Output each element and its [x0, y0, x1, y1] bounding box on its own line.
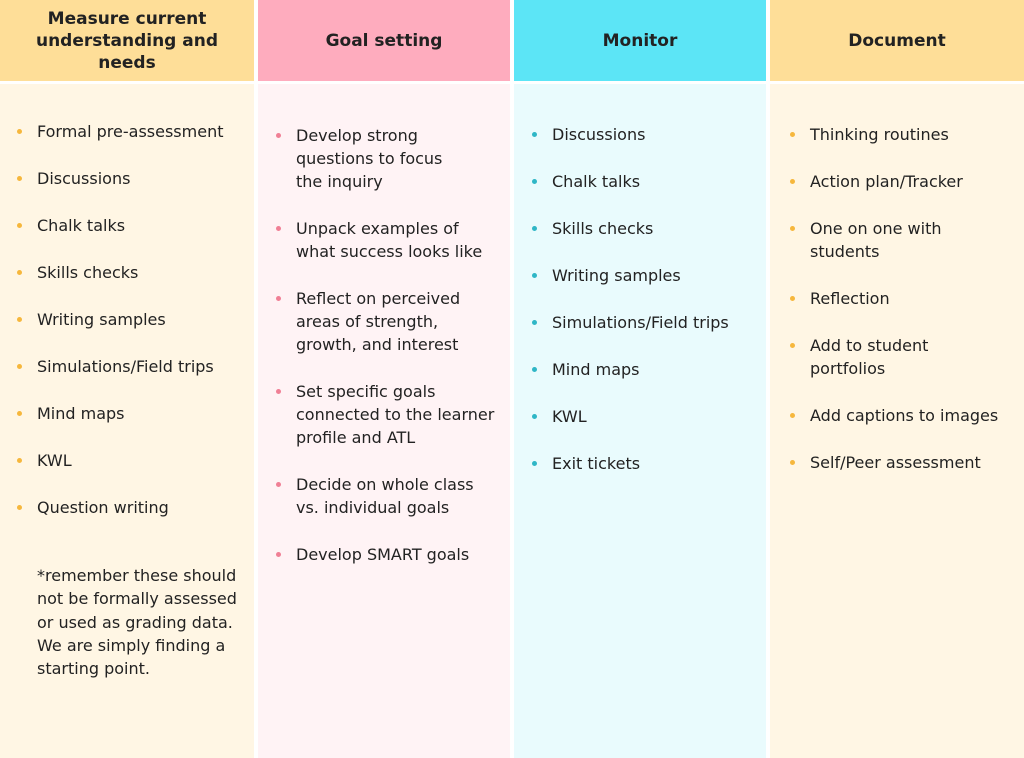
item-list: Discussions Chalk talks Skills checks Wr…	[530, 123, 766, 475]
bullet-icon	[17, 317, 22, 322]
column-monitor: Monitor Discussions Chalk talks Skills c…	[514, 0, 766, 758]
column-title: Monitor	[602, 30, 678, 51]
footnote: *remember these should not be formally a…	[37, 566, 237, 679]
list-item: Reflection	[788, 287, 1024, 310]
bullet-icon	[532, 367, 537, 372]
bullet-icon	[17, 364, 22, 369]
item-list: Develop strong questions to focus the in…	[274, 124, 504, 566]
list-item: One on one with students	[788, 217, 970, 263]
list-item: Decide on whole class vs. individual goa…	[274, 473, 496, 519]
bullet-icon	[532, 461, 537, 466]
column-document: Document Thinking routines Action plan/T…	[770, 0, 1024, 758]
list-item: Discussions	[15, 167, 254, 190]
column-title: Document	[848, 30, 946, 51]
bullet-icon	[790, 460, 795, 465]
list-item: Simulations/Field trips	[15, 355, 254, 378]
list-item: Question writing	[15, 496, 254, 519]
item-list: Thinking routines Action plan/Tracker On…	[788, 123, 1024, 474]
list-item: Writing samples	[530, 264, 766, 287]
column-title: Goal setting	[325, 30, 443, 51]
list-item: Thinking routines	[788, 123, 1024, 146]
list-item: Develop strong questions to focus the in…	[274, 124, 456, 193]
bullet-icon	[17, 458, 22, 463]
column-header: Monitor	[514, 0, 766, 81]
list-item: Simulations/Field trips	[530, 311, 766, 334]
bullet-icon	[276, 133, 281, 138]
list-item: Unpack examples of what success looks li…	[274, 217, 502, 263]
list-item: KWL	[15, 449, 254, 472]
bullet-icon	[17, 270, 22, 275]
list-item: Skills checks	[15, 261, 254, 284]
list-item: Formal pre-assessment	[15, 120, 254, 143]
bullet-icon	[276, 482, 281, 487]
column-body: Develop strong questions to focus the in…	[258, 84, 510, 758]
bullet-icon	[790, 226, 795, 231]
column-header: Goal setting	[258, 0, 510, 81]
bullet-icon	[276, 226, 281, 231]
list-item: Develop SMART goals	[274, 543, 506, 566]
column-measure: Measure current understanding and needs …	[0, 0, 254, 758]
bullet-icon	[790, 296, 795, 301]
list-item: Chalk talks	[530, 170, 766, 193]
bullet-icon	[790, 413, 795, 418]
item-list: Formal pre-assessment Discussions Chalk …	[15, 120, 254, 519]
bullet-icon	[532, 226, 537, 231]
bullet-icon	[532, 273, 537, 278]
column-body: Formal pre-assessment Discussions Chalk …	[0, 84, 254, 758]
bullet-icon	[532, 179, 537, 184]
list-item: Set specific goals connected to the lear…	[274, 380, 506, 449]
bullet-icon	[17, 223, 22, 228]
bullet-icon	[790, 179, 795, 184]
bullet-icon	[276, 552, 281, 557]
column-header: Document	[770, 0, 1024, 81]
bullet-icon	[17, 176, 22, 181]
list-item: Add captions to images	[788, 404, 1024, 427]
bullet-icon	[790, 343, 795, 348]
list-item: Discussions	[530, 123, 766, 146]
list-item: Mind maps	[15, 402, 254, 425]
list-item: Chalk talks	[15, 214, 254, 237]
list-item: Skills checks	[530, 217, 766, 240]
bullet-icon	[790, 132, 795, 137]
bullet-icon	[532, 132, 537, 137]
bullet-icon	[17, 411, 22, 416]
column-title: Measure current understanding and needs	[35, 8, 219, 73]
column-header: Measure current understanding and needs	[0, 0, 254, 81]
list-item: Mind maps	[530, 358, 766, 381]
list-item: Writing samples	[15, 308, 254, 331]
bullet-icon	[276, 389, 281, 394]
list-item: KWL	[530, 405, 766, 428]
column-goal-setting: Goal setting Develop strong questions to…	[258, 0, 510, 758]
bullet-icon	[276, 296, 281, 301]
bullet-icon	[532, 414, 537, 419]
bullet-icon	[17, 129, 22, 134]
list-item: Self/Peer assessment	[788, 451, 1024, 474]
column-body: Thinking routines Action plan/Tracker On…	[770, 84, 1024, 758]
bullet-icon	[17, 505, 22, 510]
list-item: Action plan/Tracker	[788, 170, 1024, 193]
list-item: Reflect on perceived areas of strength, …	[274, 287, 486, 356]
list-item: Add to student portfolios	[788, 334, 970, 380]
bullet-icon	[532, 320, 537, 325]
column-body: Discussions Chalk talks Skills checks Wr…	[514, 84, 766, 758]
list-item: Exit tickets	[530, 452, 766, 475]
